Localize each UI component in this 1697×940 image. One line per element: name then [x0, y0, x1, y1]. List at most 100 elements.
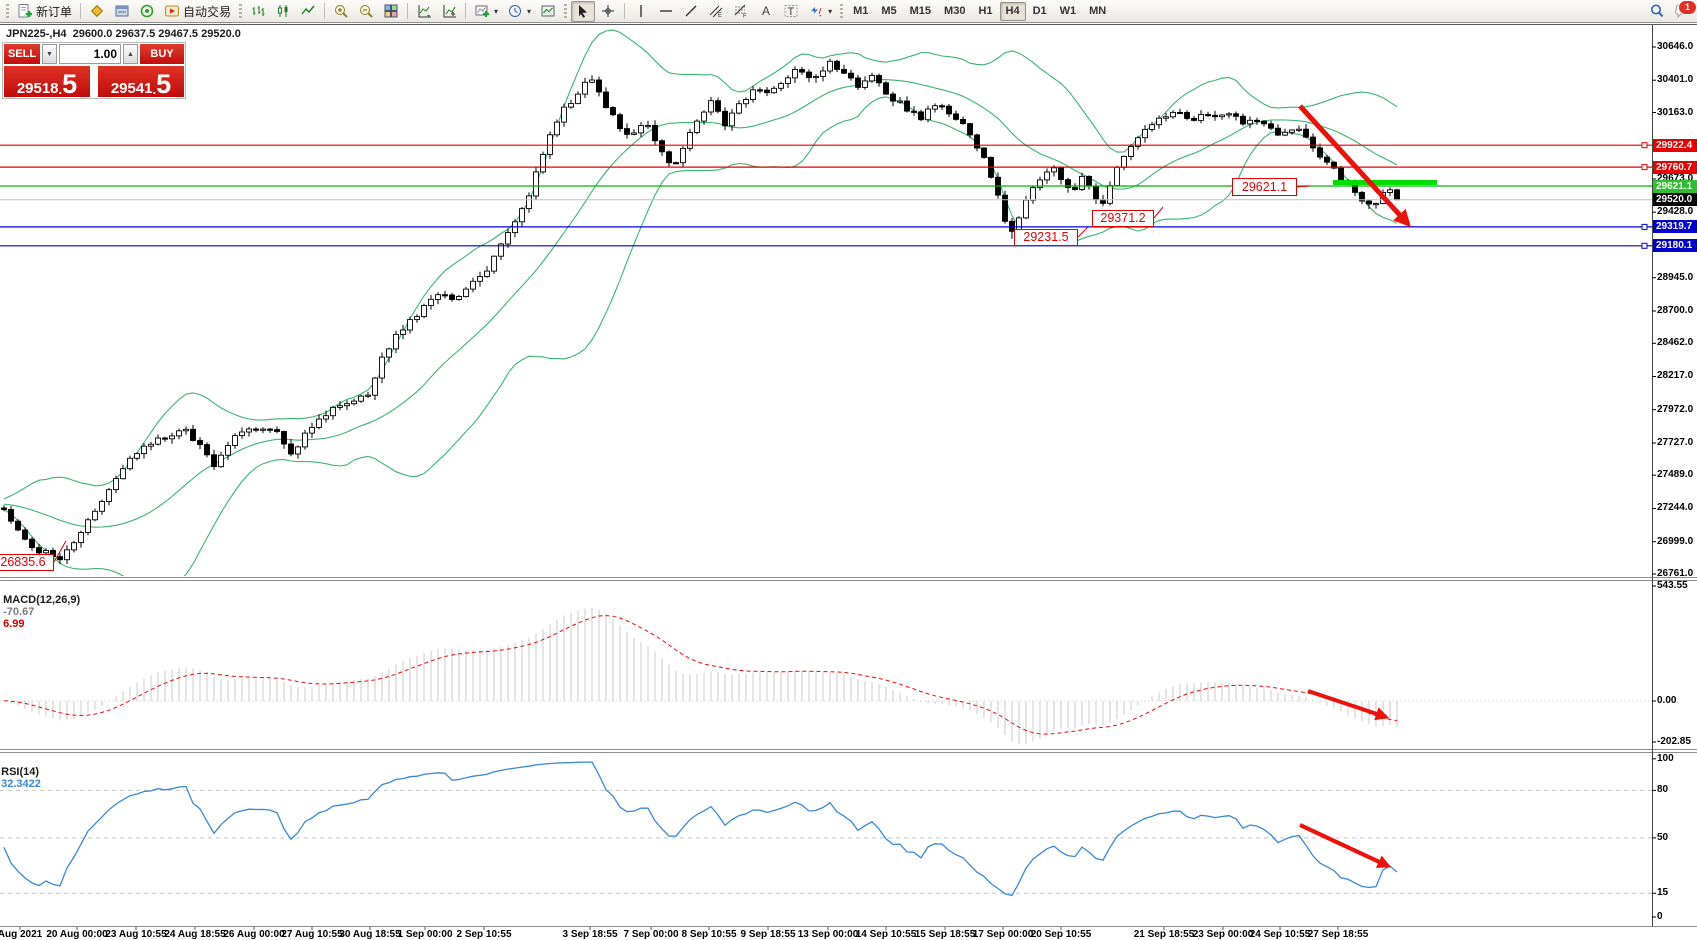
- toolbar-grip[interactable]: [564, 3, 568, 19]
- buy-button[interactable]: BUY: [140, 44, 184, 64]
- timeframe-button-m5[interactable]: M5: [881, 5, 897, 17]
- cursor-icon: [579, 5, 588, 18]
- candle: [1296, 128, 1302, 131]
- sell-button[interactable]: SELL: [4, 44, 40, 64]
- trend-arrow[interactable]: [1299, 823, 1392, 868]
- level-line-marker[interactable]: [1641, 223, 1648, 230]
- rsi-name: RSI(14): [1, 766, 40, 778]
- buy-price[interactable]: 29541. 5: [98, 66, 184, 98]
- candle: [99, 501, 105, 512]
- toolbar-grip[interactable]: [6, 3, 9, 19]
- level-line-marker[interactable]: [1641, 164, 1648, 171]
- candle: [211, 454, 217, 468]
- level-line-marker[interactable]: [1641, 242, 1648, 249]
- timeframe-button-h4[interactable]: H4: [999, 1, 1026, 21]
- vertical-line-tool-button[interactable]: [629, 1, 653, 22]
- candle: [785, 77, 791, 84]
- candle: [442, 294, 448, 297]
- macd-value-signal: 6.99: [3, 618, 25, 630]
- candle: [960, 118, 966, 125]
- candle: [127, 457, 133, 470]
- candle: [862, 80, 868, 88]
- candle: [946, 105, 952, 115]
- macd-value-main: -70.67: [3, 606, 35, 618]
- trend-arrow[interactable]: [1298, 104, 1411, 228]
- candle: [841, 68, 847, 74]
- indicators-button[interactable]: ▾: [470, 1, 502, 22]
- price-annotation[interactable]: 29621.1: [1232, 178, 1297, 196]
- chart-window-button[interactable]: [412, 1, 436, 22]
- volume-input[interactable]: [59, 44, 121, 64]
- timeframe-button-m1[interactable]: M1: [853, 5, 869, 17]
- candle: [22, 529, 28, 540]
- candle: [1317, 147, 1323, 158]
- dropdown-caret-icon: ▾: [494, 6, 499, 16]
- crosshair-tool-button[interactable]: [596, 1, 620, 22]
- main-price-pane: [0, 29, 1652, 576]
- tile-windows-button[interactable]: [379, 1, 403, 22]
- cursor-tool-button[interactable]: [571, 0, 596, 22]
- shapes-tool-button[interactable]: ▾: [804, 1, 836, 22]
- zoom-out-button[interactable]: [354, 1, 378, 22]
- timeframe-button-h1[interactable]: H1: [978, 5, 993, 17]
- svg-text:T: T: [788, 6, 795, 18]
- channel-tool-button[interactable]: E: [704, 1, 728, 22]
- signal-button[interactable]: [135, 1, 159, 22]
- candle: [1135, 137, 1141, 147]
- chart-profile-button[interactable]: [437, 1, 461, 22]
- bar-chart-mode-button[interactable]: [246, 1, 270, 22]
- new-order-button[interactable]: 新订单: [13, 1, 76, 22]
- templates-button[interactable]: [536, 1, 560, 22]
- candle: [400, 329, 406, 335]
- toolbar-separator: [80, 3, 82, 19]
- price-annotation[interactable]: 26835.6: [0, 554, 54, 571]
- toolbar-grip[interactable]: [840, 3, 844, 19]
- timeframe-button-m30[interactable]: M30: [944, 5, 966, 17]
- highlight-segment[interactable]: [1333, 180, 1437, 185]
- candlestick-mode-button[interactable]: [271, 1, 295, 22]
- candle: [379, 356, 385, 379]
- timeframe-button-d1[interactable]: D1: [1032, 5, 1047, 17]
- auto-trading-button[interactable]: 自动交易: [160, 1, 235, 22]
- volume-increase-button[interactable]: ▲: [123, 44, 138, 64]
- zoom-in-button[interactable]: [329, 1, 353, 22]
- candle: [554, 121, 560, 136]
- arrows-shapes-icon: [811, 7, 822, 17]
- text-tool-button[interactable]: A: [754, 1, 778, 22]
- search-button[interactable]: [1645, 1, 1669, 22]
- trend-arrow[interactable]: [1307, 689, 1390, 721]
- time-axis-label: 20 Aug 00:00: [46, 929, 108, 940]
- volume-decrease-button[interactable]: ▼: [42, 44, 57, 64]
- candle: [470, 280, 476, 290]
- candle: [1163, 116, 1169, 119]
- trendline-tool-button[interactable]: [679, 1, 703, 22]
- timeframe-button-w1[interactable]: W1: [1059, 5, 1077, 17]
- price-axis-tick: 29673.0: [1657, 172, 1694, 184]
- periods-button[interactable]: ▾: [503, 1, 535, 22]
- fibonacci-tool-button[interactable]: F: [729, 1, 753, 22]
- horizontal-line-tool-button[interactable]: [654, 1, 678, 22]
- annotation-connector: [1296, 185, 1311, 188]
- market-watch-button[interactable]: [85, 1, 109, 22]
- level-line-marker[interactable]: [1641, 142, 1648, 149]
- data-window-button[interactable]: [110, 1, 134, 22]
- candle: [36, 547, 42, 554]
- candle: [904, 100, 910, 112]
- price-axis-tick: 27244.0: [1657, 502, 1694, 514]
- clock-icon: [509, 5, 522, 17]
- candle: [435, 294, 441, 300]
- timeframe-button-m15[interactable]: M15: [909, 5, 932, 17]
- timeframe-button-mn[interactable]: MN: [1089, 5, 1107, 17]
- toolbar-grip[interactable]: [239, 3, 243, 19]
- label-tool-button[interactable]: T: [779, 1, 803, 22]
- price-annotation[interactable]: 29231.5: [1014, 229, 1078, 246]
- price-level-badge: 29621.1: [1653, 179, 1697, 193]
- price-annotation[interactable]: 29371.2: [1092, 210, 1154, 227]
- line-chart-mode-button[interactable]: [296, 1, 320, 22]
- candle: [1198, 114, 1204, 121]
- annotation-connector: [1077, 226, 1089, 238]
- time-axis-label: 3 Sep 18:55: [562, 929, 618, 940]
- candle: [1219, 114, 1225, 118]
- sell-price[interactable]: 29518. 5: [4, 66, 90, 98]
